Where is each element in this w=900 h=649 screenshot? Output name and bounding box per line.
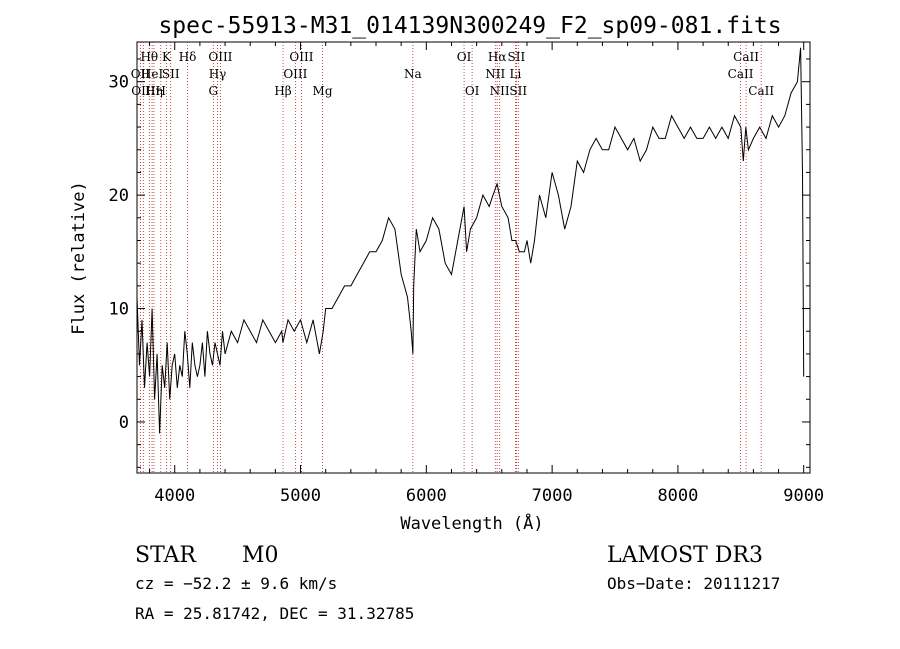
chart-title: spec-55913-M31_014139N300249_F2_sp09-081…	[158, 13, 781, 39]
x-tick-label: 6000	[406, 486, 447, 506]
spectrum-line	[136, 47, 805, 434]
emission-line-markers	[139, 42, 762, 473]
emission-line-label: Mg	[313, 84, 333, 98]
y-axis-ticks: 0 10 20 30	[109, 58, 810, 468]
emission-line-label: CaII	[733, 50, 759, 64]
x-tick-label: 9000	[783, 486, 824, 506]
emission-line-label: SII	[509, 84, 527, 98]
emission-line-label: Hθ	[140, 50, 158, 64]
emission-line-label: OIII	[289, 50, 313, 64]
emission-line-label: Hδ	[179, 50, 197, 64]
x-axis-label: Wavelength (Å)	[400, 512, 543, 534]
y-tick-label: 20	[109, 186, 129, 206]
emission-line-label: Hβ	[274, 84, 291, 98]
emission-line-label: OIII	[208, 50, 232, 64]
coordinates: RA = 25.81742, DEC = 31.32785	[135, 604, 414, 623]
emission-line-label: OIII	[131, 84, 155, 98]
redshift-cz: cz = −52.2 ± 9.6 km/s	[135, 574, 337, 593]
emission-line-label: CaII	[728, 67, 754, 81]
x-tick-label: 4000	[154, 486, 195, 506]
emission-line-label: HeI	[141, 67, 164, 81]
emission-line-label: OIII	[283, 67, 307, 81]
emission-line-label: SII	[162, 67, 180, 81]
y-tick-label: 30	[109, 73, 129, 93]
survey-name: LAMOST DR3	[607, 543, 763, 568]
x-tick-label: 7000	[532, 486, 573, 506]
x-tick-label: 8000	[657, 486, 698, 506]
emission-line-label: Hη	[145, 84, 163, 98]
y-axis-label: Flux (relative)	[69, 181, 89, 335]
emission-line-labels: OII OIII Hθ HeI HηH K SII Hδ G Hγ OIII Hβ OIII OIII Mg…	[131, 50, 775, 98]
x-axis-ticks: 4000 5000 6000 7000 8000 9000	[149, 42, 824, 506]
observation-date: Obs−Date: 20111217	[607, 574, 780, 593]
plot-frame	[136, 41, 811, 474]
y-tick-label: 10	[109, 300, 129, 320]
emission-line-label: H	[156, 84, 166, 98]
emission-line-label: SII	[508, 50, 526, 64]
emission-line-label: NII	[485, 67, 505, 81]
emission-line-label: CaII	[748, 84, 774, 98]
emission-line-label: NII	[490, 84, 510, 98]
y-tick-label: 0	[119, 413, 129, 433]
emission-line-label: Li	[509, 67, 521, 81]
object-class: STAR	[135, 543, 197, 568]
x-tick-label: 5000	[280, 486, 321, 506]
emission-line-label: Na	[404, 67, 422, 81]
emission-line-label: K	[162, 50, 172, 64]
object-subclass: M0	[242, 543, 279, 568]
emission-line-label: Hα	[488, 50, 507, 64]
emission-line-label: OI	[457, 50, 472, 64]
emission-line-label: OII	[131, 67, 151, 81]
emission-line-label: OI	[465, 84, 480, 98]
emission-line-label: G	[209, 84, 219, 98]
emission-line-label: Hγ	[209, 67, 227, 81]
